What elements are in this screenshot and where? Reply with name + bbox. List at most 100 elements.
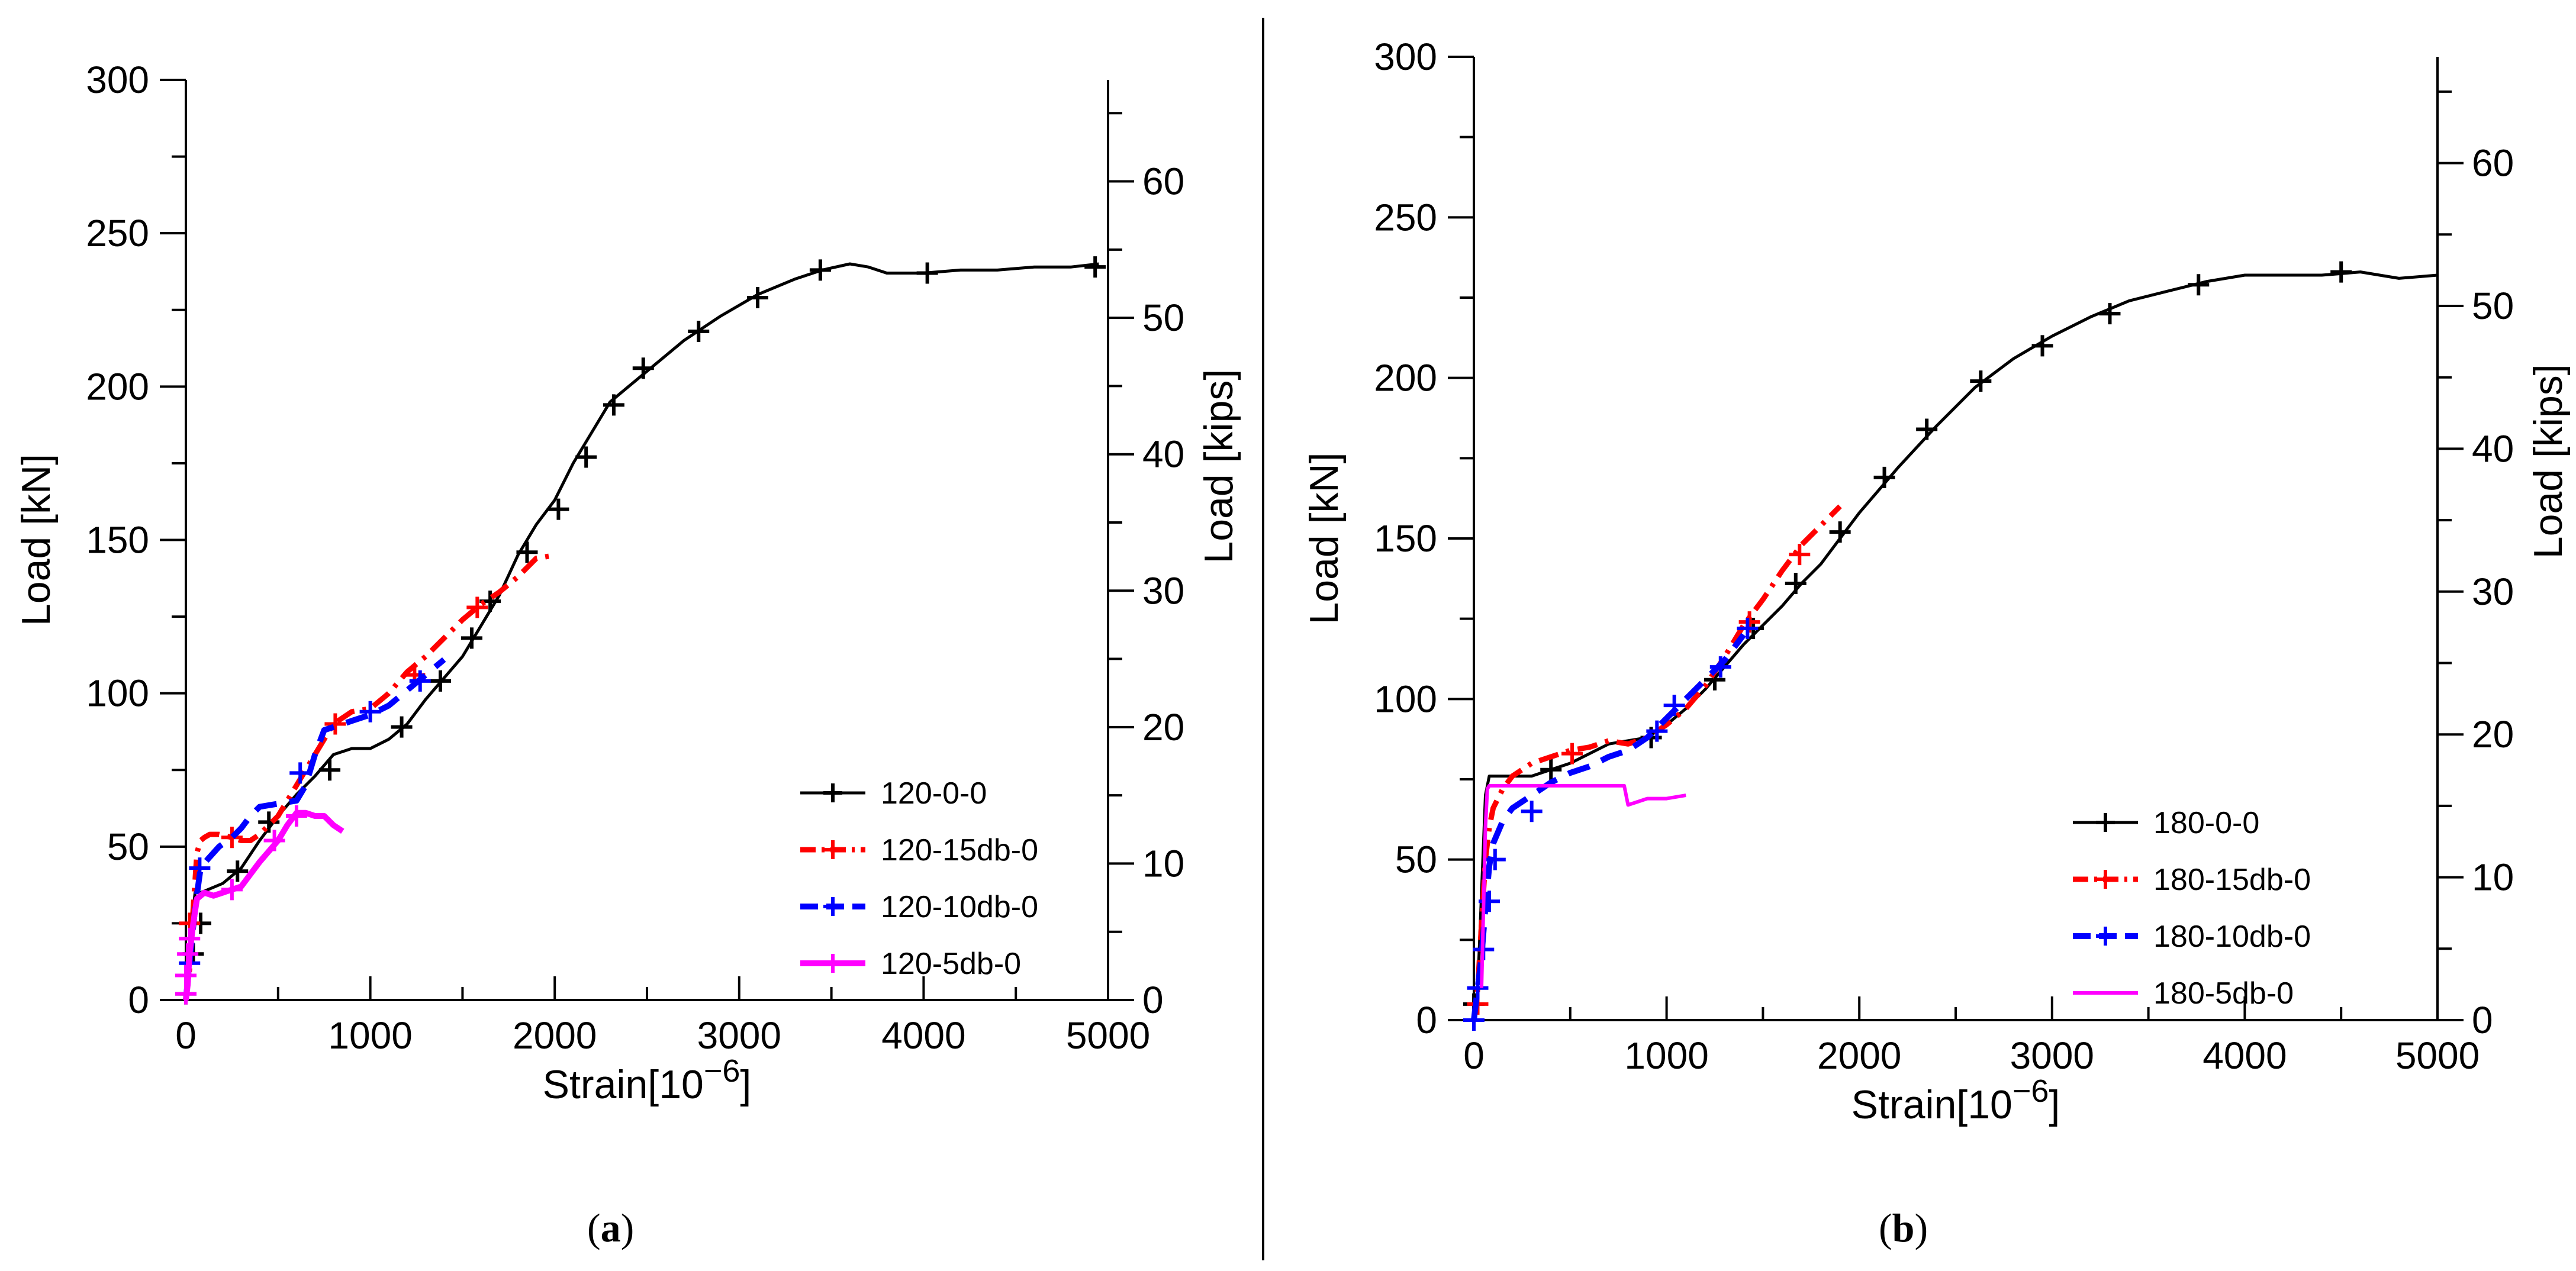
series-marker xyxy=(175,964,197,986)
y-tick-label: 100 xyxy=(1374,678,1437,720)
x-tick-label: 1000 xyxy=(328,1014,412,1057)
y-tick-label: 250 xyxy=(1374,196,1437,238)
series-180-5db-0 xyxy=(1480,783,1686,988)
series-marker xyxy=(221,879,243,901)
series-marker xyxy=(1829,521,1851,543)
series-marker xyxy=(177,943,199,965)
plot-area xyxy=(1463,261,2438,1031)
x-axis-label: Strain[10−6] xyxy=(543,1053,752,1107)
series-marker xyxy=(2031,335,2053,357)
series-marker xyxy=(1785,572,1807,594)
y2-axis-label: Load [kips] xyxy=(1196,369,1241,564)
y2-tick-label: 60 xyxy=(1142,160,1184,203)
y2-tick-label: 10 xyxy=(1142,842,1184,885)
y-tick-label: 200 xyxy=(1374,357,1437,399)
x-axis-label-base: Strain[10 xyxy=(1852,1082,2012,1127)
series-180-15db-0 xyxy=(1467,504,1842,1021)
y-tick-label: 250 xyxy=(86,212,149,254)
series-line xyxy=(183,552,555,1001)
x-axis-label-base: Strain[10 xyxy=(543,1062,704,1107)
x-axis-label-exponent: −6 xyxy=(2012,1073,2049,1109)
legend-label: 180-0-0 xyxy=(2153,806,2259,840)
series-marker xyxy=(746,287,768,309)
series-marker xyxy=(1084,256,1106,278)
x-tick-label: 3000 xyxy=(2010,1034,2094,1077)
series-120-10db-0 xyxy=(179,657,446,1001)
series-marker xyxy=(221,827,243,849)
legend: 120-0-0 120-15db-0 120-10db-0 120-5db-0 xyxy=(800,776,1038,981)
series-marker xyxy=(324,713,346,735)
x-tick-label: 4000 xyxy=(881,1014,965,1057)
series-marker xyxy=(603,394,624,416)
panel-a-caption: (a) xyxy=(587,1205,634,1251)
y-tick-label: 0 xyxy=(1416,999,1437,1041)
legend-label: 180-15db-0 xyxy=(2153,863,2311,897)
series-line xyxy=(184,262,1099,1001)
series-marker xyxy=(1663,695,1685,717)
panel-b-close-paren: ) xyxy=(1914,1205,1928,1250)
series-marker xyxy=(359,701,381,722)
legend-label: 120-5db-0 xyxy=(881,947,1021,981)
series-marker xyxy=(409,670,431,692)
legend-label: 120-15db-0 xyxy=(881,833,1038,867)
y-tick-label: 150 xyxy=(1374,517,1437,560)
y2-tick-label: 60 xyxy=(2472,142,2514,185)
series-marker xyxy=(179,928,201,950)
series-marker xyxy=(688,321,710,343)
y-tick-label: 50 xyxy=(1395,838,1437,881)
panel-b-open-paren: ( xyxy=(1879,1205,1892,1250)
series-marker xyxy=(516,541,538,563)
series-marker xyxy=(916,262,938,284)
series-marker xyxy=(1463,1009,1485,1031)
y2-tick-label: 40 xyxy=(1142,433,1184,476)
y-tick-label: 0 xyxy=(128,979,149,1021)
series-marker xyxy=(391,716,413,738)
series-marker xyxy=(575,446,597,468)
x-tick-label: 4000 xyxy=(2203,1034,2287,1077)
series-120-15db-0 xyxy=(179,552,555,1001)
series-marker xyxy=(2188,274,2210,296)
x-tick-label: 3000 xyxy=(697,1014,781,1057)
legend-label: 180-5db-0 xyxy=(2153,976,2294,1011)
series-marker xyxy=(258,811,280,833)
panel-b-letter: b xyxy=(1892,1205,1915,1250)
y-tick-label: 200 xyxy=(86,365,149,408)
panel-a-close-paren: ) xyxy=(620,1205,635,1250)
series-marker xyxy=(263,830,285,851)
series-marker xyxy=(1646,720,1668,742)
series-line xyxy=(183,657,446,1001)
y2-tick-label: 50 xyxy=(1142,296,1184,339)
series-marker xyxy=(2099,303,2121,325)
panel-divider xyxy=(1262,18,1264,1260)
y2-tick-label: 20 xyxy=(1142,706,1184,749)
series-marker xyxy=(1737,617,1759,639)
y-tick-label: 150 xyxy=(86,519,149,562)
series-marker xyxy=(2330,261,2352,283)
series-marker xyxy=(461,627,482,649)
y2-tick-label: 30 xyxy=(1142,569,1184,612)
series-marker xyxy=(1561,743,1583,764)
y-axis-label: Load [kN] xyxy=(14,454,59,626)
series-line xyxy=(1480,783,1686,988)
legend-label: 180-10db-0 xyxy=(2153,920,2311,954)
x-tick-label: 5000 xyxy=(1066,1014,1150,1057)
series-line xyxy=(183,809,344,1001)
x-tick-label: 1000 xyxy=(1624,1034,1708,1077)
y2-tick-label: 30 xyxy=(2472,570,2514,613)
y-tick-label: 50 xyxy=(107,825,149,868)
x-tick-label: 2000 xyxy=(1817,1034,1901,1077)
series-marker xyxy=(430,670,452,692)
series-marker xyxy=(1521,801,1543,822)
series-marker xyxy=(227,860,249,882)
series-180-0-0 xyxy=(1463,261,2438,1021)
series-marker xyxy=(1789,544,1811,566)
series-marker xyxy=(189,857,211,879)
panel-b-caption: (b) xyxy=(1879,1205,1928,1251)
x-tick-label: 2000 xyxy=(513,1014,597,1057)
series-marker xyxy=(285,805,307,827)
series-marker xyxy=(1873,466,1895,488)
x-tick-label: 0 xyxy=(1463,1034,1485,1077)
series-line xyxy=(1472,270,2438,1021)
